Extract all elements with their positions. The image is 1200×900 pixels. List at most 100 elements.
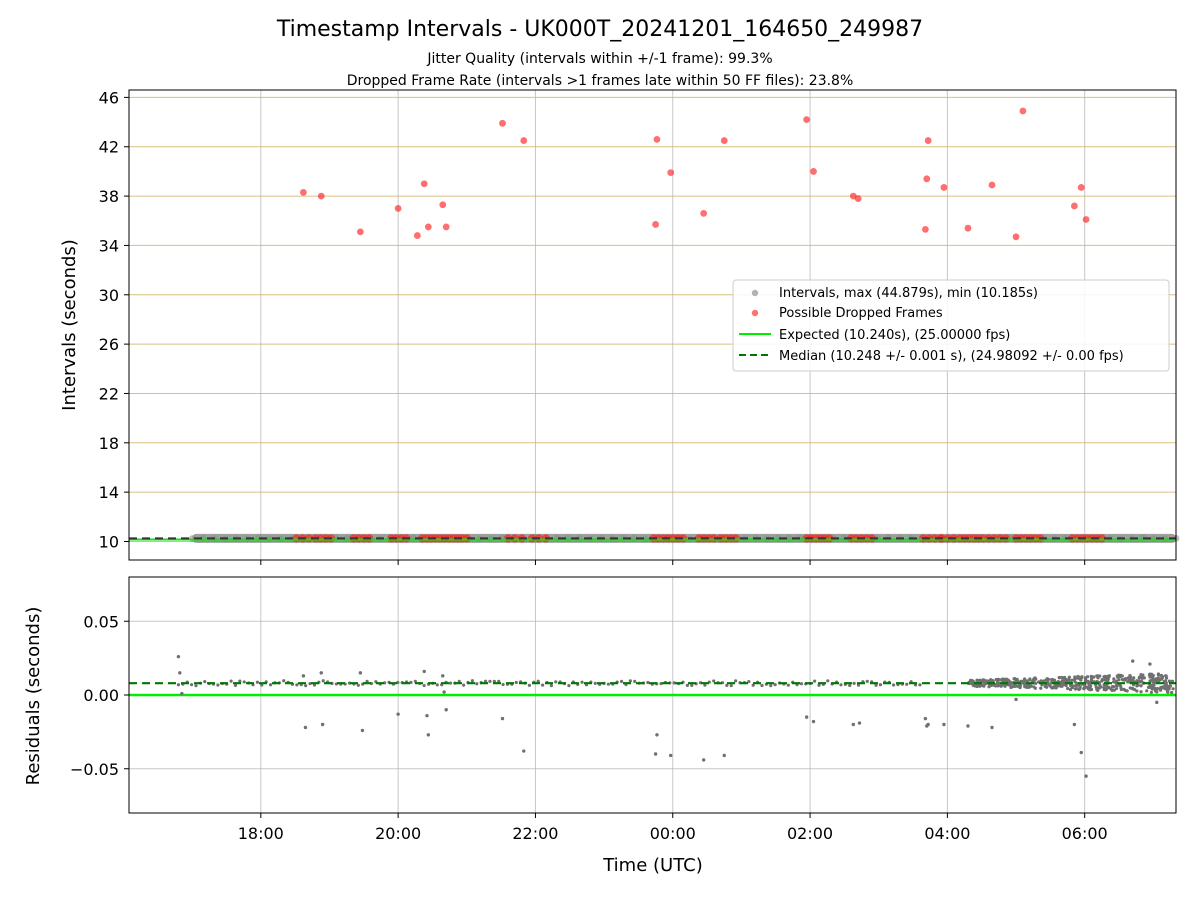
residual-point [1150,674,1155,678]
residual-point [1157,673,1161,677]
residual-point [1086,675,1090,679]
residual-point [1008,680,1012,684]
residual-outlier-point [522,749,526,753]
residual-point [238,679,242,683]
residual-point [1168,684,1172,688]
dropped-frame-point [439,201,447,209]
residual-outlier-point [441,674,445,678]
residual-point [1153,686,1157,690]
residual-point [1027,684,1031,688]
dropped-frame-point [413,232,421,239]
residual-point [1123,688,1127,692]
residual-point [1050,678,1054,682]
dropped-frame-point [1019,107,1027,115]
residual-point [1028,678,1032,682]
chart-title: Timestamp Intervals - UK000T_20241201_16… [276,17,923,42]
residual-outlier-point [1079,750,1083,755]
residual-outlier-point [653,752,658,756]
residual-point [1080,675,1084,680]
residual-point [1082,687,1086,691]
residual-point [1066,686,1070,691]
chart-subtitle-2: Dropped Frame Rate (intervals >1 frames … [347,73,854,89]
dropped-frame-point [1070,202,1078,210]
residual-point [1114,684,1119,688]
x-tick-label: 18:00 [238,824,284,843]
residual-point [1091,675,1095,679]
residual-point [488,679,492,683]
residual-point [1079,678,1083,682]
residual-point [1141,673,1145,677]
residual-outlier-point [301,674,306,678]
residual-point [852,681,856,685]
top-y-tick-label: 18 [99,434,119,453]
residual-point [229,679,233,683]
residual-point [991,679,995,683]
dropped-frame-point [499,119,506,127]
residual-point [1021,680,1025,685]
residual-point [1128,686,1132,690]
residual-point [1096,676,1100,680]
residual-outlier-point [303,725,308,730]
bottom-axis-ticks: 18:00 20:00 22:00 00:00 02:00 04:00 06:00 −0.05… [70,612,1108,843]
residual-point [813,679,817,683]
residual-point [1171,687,1175,691]
residual-point [189,683,194,687]
legend-label-dropped: Possible Dropped Frames [779,306,943,321]
dropped-frame-point [924,137,932,144]
residual-outlier-point [655,733,659,737]
dropped-frame-point [652,221,659,228]
top-y-tick-label: 26 [99,335,119,354]
residual-point [978,678,982,682]
residual-point [975,678,979,682]
top-y-tick-label: 42 [99,138,119,157]
residual-point [970,682,974,686]
residual-outlier-point [360,728,365,733]
dropped-frame-point [1082,216,1090,223]
bottom-y-tick-label: 0.05 [83,612,119,631]
residual-outlier-point [804,715,809,719]
residual-point [1137,676,1141,680]
top-plot-frame [128,89,1177,561]
residual-point [1148,672,1152,676]
residual-point [874,683,878,687]
residual-point [1042,679,1046,683]
residual-outlier-point [442,690,446,694]
dropped-frame-point [854,195,862,202]
legend-box [732,279,1170,372]
residual-point [1138,680,1142,684]
x-tick-label: 04:00 [924,824,970,843]
residual-outlier-point [444,708,448,712]
bottom-marks [129,654,1176,778]
residual-point [633,679,637,683]
residual-point [1076,683,1080,687]
residual-point [1077,676,1081,680]
residual-point [1162,679,1166,683]
residual-point [1034,681,1038,686]
chart-subtitle-1: Jitter Quality (intervals within +/-1 fr… [426,51,772,67]
residual-point [255,680,260,684]
residual-point [856,683,861,687]
dropped-frame-point [923,175,931,183]
residual-outlier-point [722,753,726,758]
residual-point [540,683,545,687]
residual-point [786,683,790,687]
residual-point [1164,683,1168,687]
residual-point [1121,678,1125,682]
residual-point [1068,687,1073,692]
dropped-frame-point [964,224,972,232]
dropped-frame-point [442,223,450,231]
residual-point [1161,685,1165,689]
residual-outlier-point [358,671,363,675]
residual-point [1060,675,1064,680]
residual-outlier-point [1084,774,1088,778]
residual-point [268,683,273,687]
residual-point [242,680,246,684]
residual-point [1066,677,1071,682]
residual-point [1111,685,1116,689]
residual-point [1031,679,1035,683]
residual-point [470,679,474,683]
residual-outlier-point [966,724,970,728]
residual-point [1032,676,1037,681]
residual-point [1032,685,1036,689]
top-y-tick-label: 10 [99,532,119,551]
